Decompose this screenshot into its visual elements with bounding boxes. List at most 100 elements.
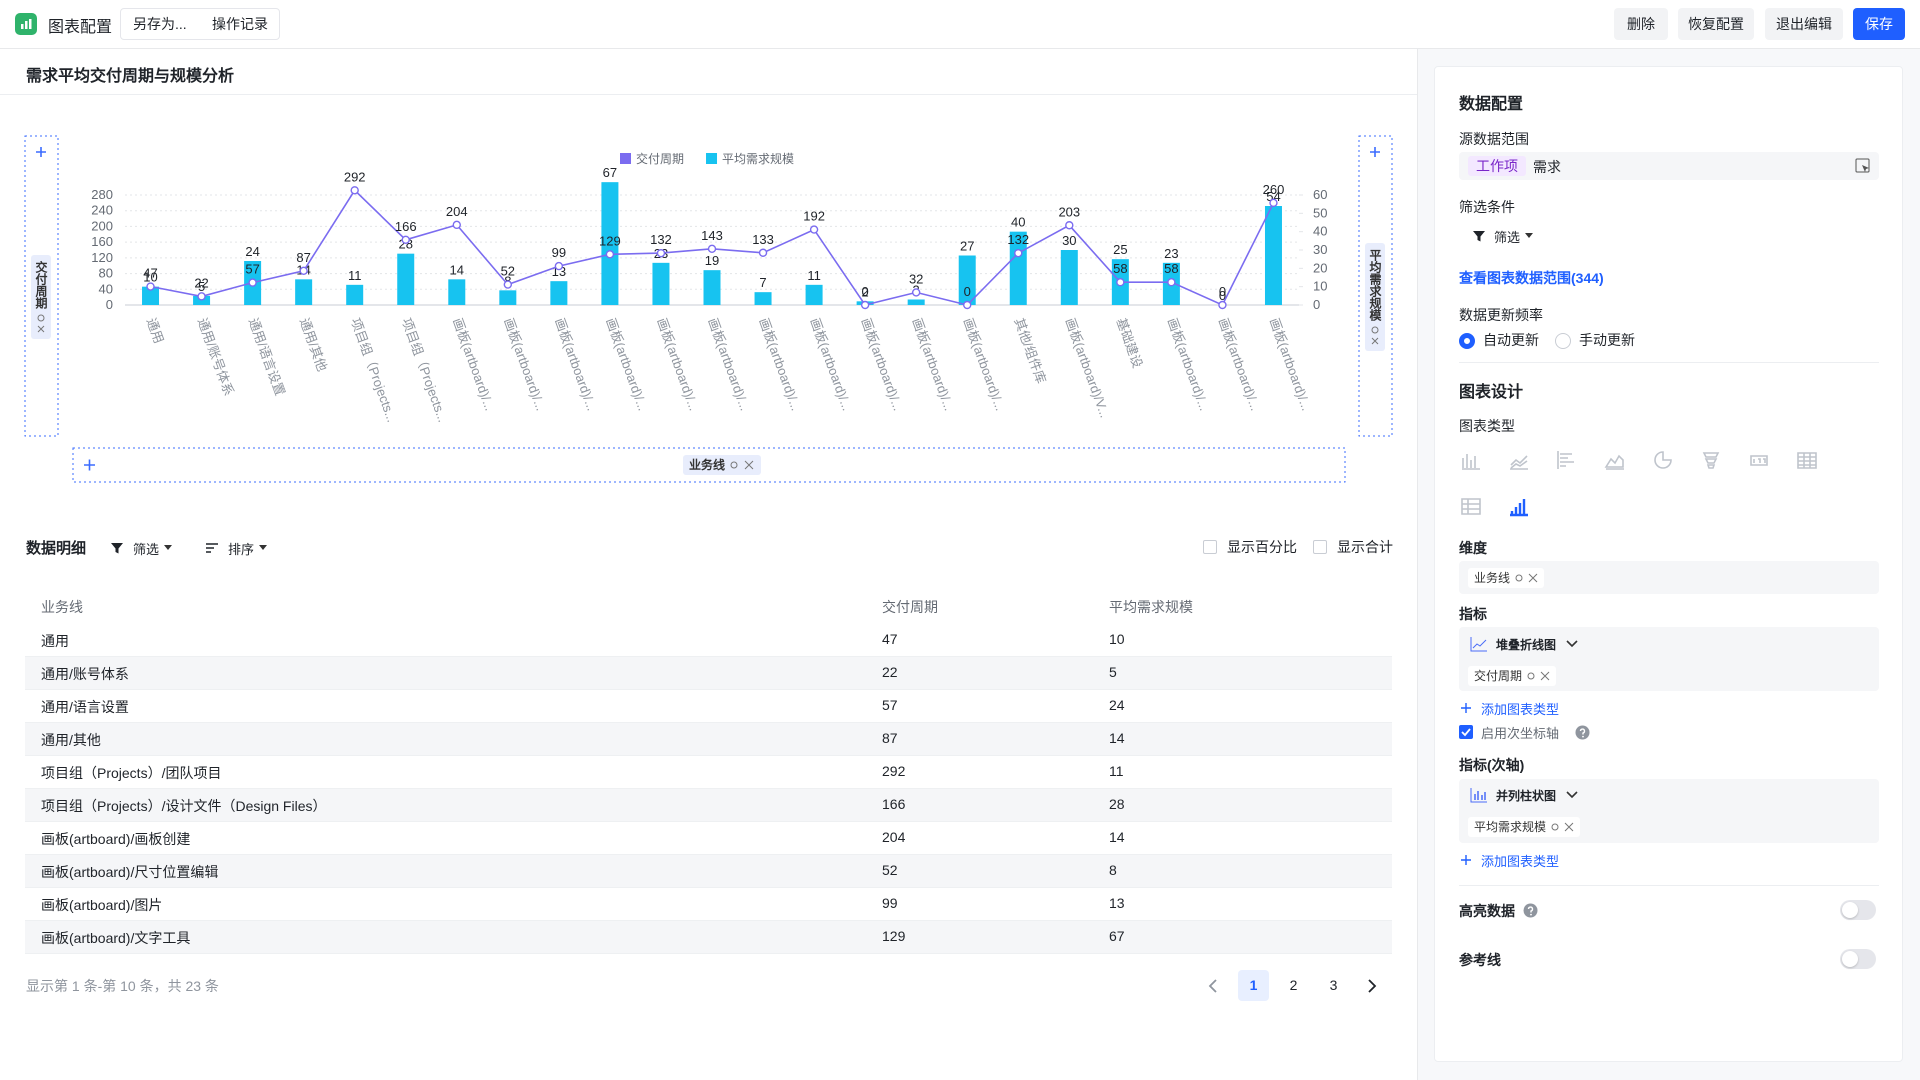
tag-icons[interactable] [1514, 573, 1538, 583]
add-chart-type[interactable]: 添加图表类型 [1481, 854, 1560, 869]
select-icon[interactable] [1855, 158, 1871, 174]
chart-type-icon[interactable] [1459, 448, 1483, 472]
help-icon[interactable] [1575, 725, 1590, 740]
bar [907, 299, 925, 305]
dimension-dropzone[interactable] [72, 447, 1346, 483]
save-as-button[interactable]: 另存为... [133, 16, 187, 32]
chart-type-icon[interactable] [1507, 494, 1531, 518]
table-cell: 通用/语言设置 [41, 699, 129, 715]
line-point [809, 225, 819, 234]
filter-icon[interactable] [1472, 229, 1486, 243]
checkbox[interactable] [1203, 540, 1217, 554]
chart-type-icon[interactable] [1603, 448, 1627, 472]
tag-icons[interactable] [729, 460, 755, 470]
checkbox[interactable] [1313, 540, 1327, 554]
x-tick-label: 画板(artboard)/... [807, 316, 854, 413]
tag-icons[interactable] [1370, 325, 1380, 345]
page-button[interactable]: 3 [1329, 977, 1338, 993]
toggle-knob [1842, 951, 1858, 967]
y2-tick-label: 20 [1313, 260, 1327, 275]
add-icon[interactable] [36, 147, 46, 157]
chart-type-icon[interactable] [1795, 448, 1819, 472]
delete-button[interactable]: 删除 [1614, 8, 1668, 40]
secondary-axis-label[interactable]: 启用次坐标轴 [1481, 726, 1560, 741]
chart-type-icon[interactable] [1459, 494, 1483, 518]
data-label: 99 [552, 245, 566, 260]
left-axis-tag[interactable]: 交付周期 [31, 255, 51, 339]
x-tick-label: 画板(artboard)/... [1267, 316, 1314, 413]
sort-icon[interactable] [205, 541, 219, 555]
chart-type-icon[interactable] [1555, 448, 1579, 472]
add-chart-type[interactable]: 添加图表类型 [1481, 702, 1560, 717]
chart-type-icon[interactable] [1747, 448, 1771, 472]
data-label: 11 [807, 268, 821, 283]
table-row [25, 789, 1392, 822]
bar [958, 255, 976, 305]
field-label: 高亮数据 [1459, 903, 1515, 919]
radio[interactable] [1555, 333, 1571, 349]
metric-chart-type[interactable]: 堆叠折线图 [1496, 638, 1557, 652]
data-label: 22 [194, 275, 208, 290]
left-axis-dropzone[interactable] [24, 135, 59, 437]
x-tick-label: 通用 [144, 316, 167, 346]
radio-label[interactable]: 手动更新 [1579, 332, 1635, 348]
metric2-chart-type[interactable]: 并列柱状图 [1496, 789, 1557, 803]
table-cell: 画板(artboard)/画板创建 [41, 831, 191, 847]
y2-tick-label: 50 [1313, 205, 1327, 220]
help-icon[interactable] [1523, 903, 1538, 918]
tag-icons[interactable] [1550, 822, 1574, 832]
field-label: 指标 [1459, 606, 1487, 622]
add-icon[interactable] [1461, 855, 1471, 865]
metric-tag[interactable]: 交付周期 [1468, 666, 1557, 686]
dimension-tag[interactable]: 业务线 [1468, 568, 1545, 588]
right-axis-tag[interactable]: 平均需求规模 [1365, 243, 1385, 351]
history-button[interactable]: 操作记录 [212, 16, 268, 32]
tag-icons[interactable] [36, 313, 46, 333]
line-point [758, 248, 768, 257]
sort-button[interactable]: 排序 [228, 542, 255, 557]
dimension-tag[interactable]: 业务线 [683, 455, 762, 475]
restore-button[interactable]: 恢复配置 [1678, 8, 1754, 40]
show-percent[interactable]: 显示百分比 [1227, 539, 1297, 555]
right-axis-dropzone[interactable] [1358, 135, 1393, 437]
next-page[interactable] [1367, 978, 1377, 994]
bar [1060, 250, 1078, 305]
caret [164, 545, 172, 550]
y-tick-label: 80 [99, 266, 113, 281]
exit-button[interactable]: 退出编辑 [1765, 8, 1843, 40]
chevron[interactable] [1566, 640, 1578, 648]
radio[interactable] [1459, 333, 1475, 349]
source-box[interactable] [1459, 152, 1879, 180]
tag-icons[interactable] [1526, 671, 1550, 681]
x-tick-label: 画板(artboard)/... [960, 316, 1007, 413]
chart-type-icon[interactable] [1651, 448, 1675, 472]
filter-button[interactable]: 筛选 [1494, 230, 1521, 245]
radio-label[interactable]: 自动更新 [1483, 332, 1539, 348]
data-label: 58 [1113, 261, 1127, 276]
toggle[interactable] [1840, 900, 1876, 920]
page-button[interactable]: 1 [1238, 970, 1269, 1001]
add-icon[interactable] [1370, 147, 1380, 157]
x-tick-label: 基础建设 [1114, 316, 1146, 370]
caret [1525, 233, 1533, 238]
table-cell: 292 [882, 763, 906, 779]
chart-type-icon[interactable] [1507, 448, 1531, 472]
field-label: 指标(次轴) [1459, 757, 1525, 773]
filter-icon[interactable] [110, 541, 124, 555]
save-button[interactable]: 保存 [1853, 8, 1905, 40]
metric2-tag[interactable]: 平均需求规模 [1468, 817, 1581, 837]
chevron[interactable] [1566, 791, 1578, 799]
data-range-link[interactable]: 查看图表数据范围(344) [1459, 270, 1604, 286]
x-tick-label: 画板(artboard)/... [450, 316, 497, 413]
page-button[interactable]: 2 [1289, 977, 1298, 993]
filter-button[interactable]: 筛选 [133, 542, 160, 557]
toggle-knob [1842, 902, 1858, 918]
add-icon[interactable] [84, 459, 95, 471]
chart-type-icon[interactable] [1699, 448, 1723, 472]
line-point [707, 244, 717, 254]
show-total[interactable]: 显示合计 [1337, 539, 1393, 555]
checkbox[interactable] [1459, 725, 1473, 739]
prev-page[interactable] [1208, 978, 1218, 994]
add-icon[interactable] [1461, 703, 1471, 713]
toggle[interactable] [1840, 949, 1876, 969]
